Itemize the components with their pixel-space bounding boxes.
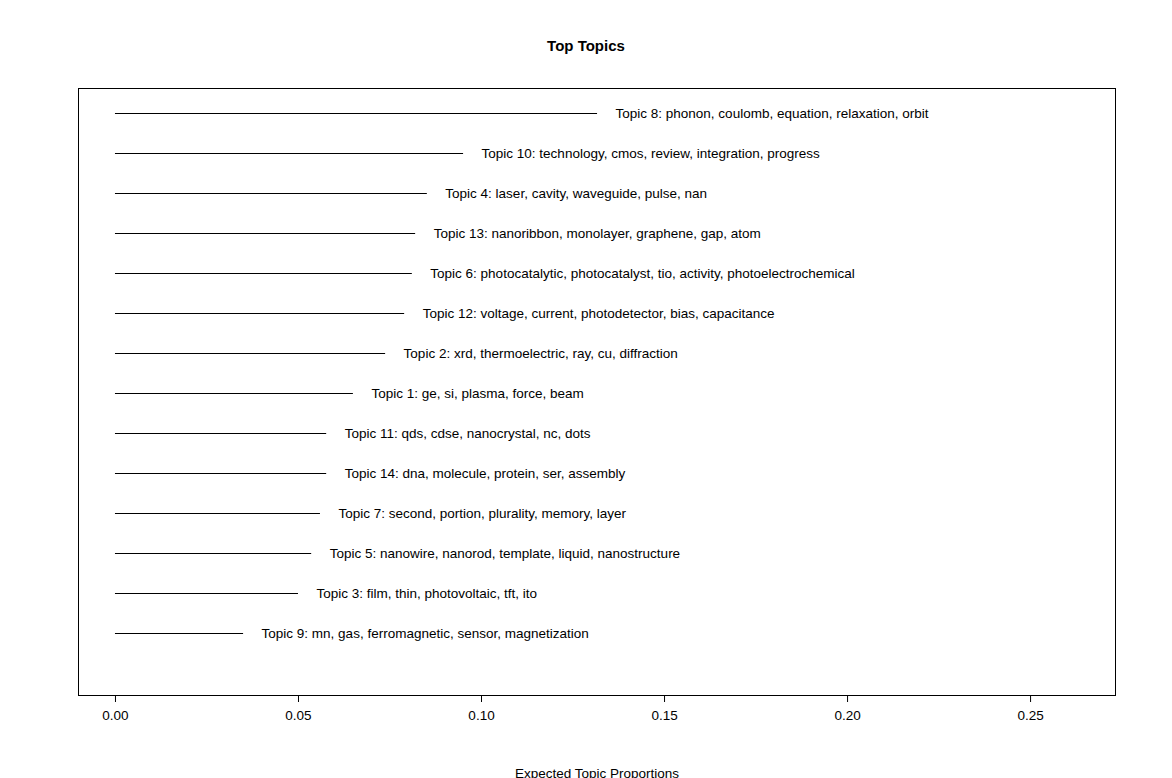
svg-text:Topic 10: technology, cmos, re: Topic 10: technology, cmos, review, inte… — [482, 146, 820, 161]
html-text:Top Topics: Top Topics — [547, 37, 625, 54]
svg-text:Topic 5: nanowire, nanorod, te: Topic 5: nanowire, nanorod, template, li… — [330, 546, 680, 561]
svg-text:0.25: 0.25 — [1017, 708, 1043, 723]
svg-text:Topic 6: photocatalytic, photo: Topic 6: photocatalytic, photocatalyst, … — [430, 266, 854, 281]
svg-text:Topic 4: laser, cavity, wavegu: Topic 4: laser, cavity, waveguide, pulse… — [445, 186, 707, 201]
svg-text:Topic 1: ge, si, plasma, force: Topic 1: ge, si, plasma, force, beam — [371, 386, 583, 401]
svg-text:0.00: 0.00 — [102, 708, 128, 723]
svg-text:Topic 3: film, thin, photovolt: Topic 3: film, thin, photovoltaic, tft, … — [316, 586, 537, 601]
svg-text:Topic 13: nanoribbon, monolaye: Topic 13: nanoribbon, monolayer, graphen… — [434, 226, 761, 241]
svg-text:Topic 14: dna, molecule, prote: Topic 14: dna, molecule, protein, ser, a… — [345, 466, 626, 481]
svg-text:0.10: 0.10 — [468, 708, 494, 723]
svg-text:Topic 8: phonon, coulomb, equa: Topic 8: phonon, coulomb, equation, rela… — [616, 106, 929, 121]
svg-text:0.20: 0.20 — [834, 708, 860, 723]
svg-text:Topic 12: voltage, current, ph: Topic 12: voltage, current, photodetecto… — [423, 306, 775, 321]
svg-text:Expected Topic Proportions: Expected Topic Proportions — [515, 766, 679, 778]
svg-text:Topic 2: xrd, thermoelectric,: Topic 2: xrd, thermoelectric, ray, cu, d… — [404, 346, 678, 361]
svg-text:0.15: 0.15 — [651, 708, 677, 723]
svg-text:Topic 9: mn, gas, ferromagneti: Topic 9: mn, gas, ferromagnetic, sensor,… — [262, 626, 589, 641]
svg-text:0.05: 0.05 — [285, 708, 311, 723]
svg-text:Topic 11: qds, cdse, nanocryst: Topic 11: qds, cdse, nanocrystal, nc, do… — [345, 426, 591, 441]
svg-text:Topic 7: second, portion, plur: Topic 7: second, portion, plurality, mem… — [338, 506, 626, 521]
